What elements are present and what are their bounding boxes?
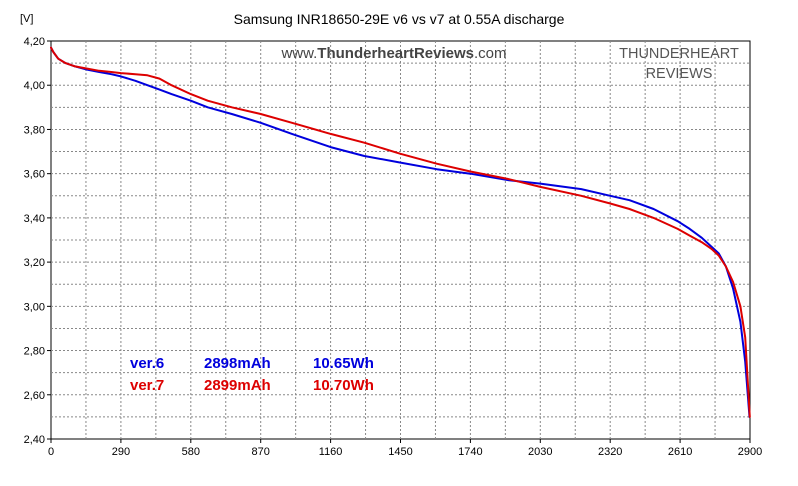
- x-tick-label: 580: [182, 446, 200, 458]
- y-tick-label: 2,40: [24, 434, 45, 446]
- x-tick-labels: 0 290 580 870 1160 1450 1740 2030 2320 2610 2900: [48, 439, 762, 458]
- watermark-url: www.ThunderheartReviews.com: [280, 45, 506, 62]
- legend-v6-energy: 10.65Wh: [313, 355, 374, 372]
- x-tick-label: 2900: [738, 446, 762, 458]
- y-tick-label: 2,80: [24, 346, 45, 358]
- watermark-url-prefix: www.: [280, 45, 317, 62]
- series-layer: [50, 46, 751, 418]
- y-tick-label: 3,00: [24, 301, 45, 313]
- x-tick-label: 2030: [528, 446, 552, 458]
- x-tick-label: 2610: [668, 446, 692, 458]
- series-line-v6: [50, 46, 751, 418]
- watermark-brand-line2: REVIEWS: [646, 66, 713, 82]
- y-tick-label: 3,40: [24, 213, 45, 225]
- watermark-brand-line1: THUNDERHEART: [619, 46, 739, 62]
- y-tick-label: 3,80: [24, 124, 45, 136]
- y-tick-label: 4,00: [24, 80, 45, 92]
- x-tick-label: 1740: [458, 446, 482, 458]
- watermark-url-suffix: .com: [474, 45, 507, 62]
- legend-v6-capacity: 2898mAh: [204, 355, 271, 372]
- legend-v7-capacity: 2899mAh: [204, 377, 271, 394]
- legend-v7-name: ver.7: [130, 377, 164, 394]
- legend-v6-name: ver.6: [130, 355, 164, 372]
- grid-lines: [51, 41, 750, 439]
- y-tick-label: 3,60: [24, 169, 45, 181]
- x-tick-label: 1450: [388, 446, 412, 458]
- x-tick-label: 870: [252, 446, 270, 458]
- y-tick-label: 3,20: [24, 257, 45, 269]
- y-tick-label: 4,20: [24, 36, 45, 48]
- legend-v7-energy: 10.70Wh: [313, 377, 374, 394]
- chart-title: Samsung INR18650-29E v6 vs v7 at 0.55A d…: [234, 11, 565, 27]
- series-line-v7: [50, 46, 751, 418]
- x-tick-label: 2320: [598, 446, 622, 458]
- y-axis-label: [V]: [20, 13, 33, 25]
- x-tick-label: 1160: [319, 446, 343, 458]
- x-tick-label: 0: [48, 446, 54, 458]
- y-tick-label: 2,60: [24, 390, 45, 402]
- watermark-url-brand: ThunderheartReviews: [317, 45, 474, 62]
- y-tick-labels: 4,20 4,00 3,80 3,60 3,40 3,20 3,00 2,80 2,60 2,40: [24, 36, 51, 446]
- x-tick-label: 290: [112, 446, 130, 458]
